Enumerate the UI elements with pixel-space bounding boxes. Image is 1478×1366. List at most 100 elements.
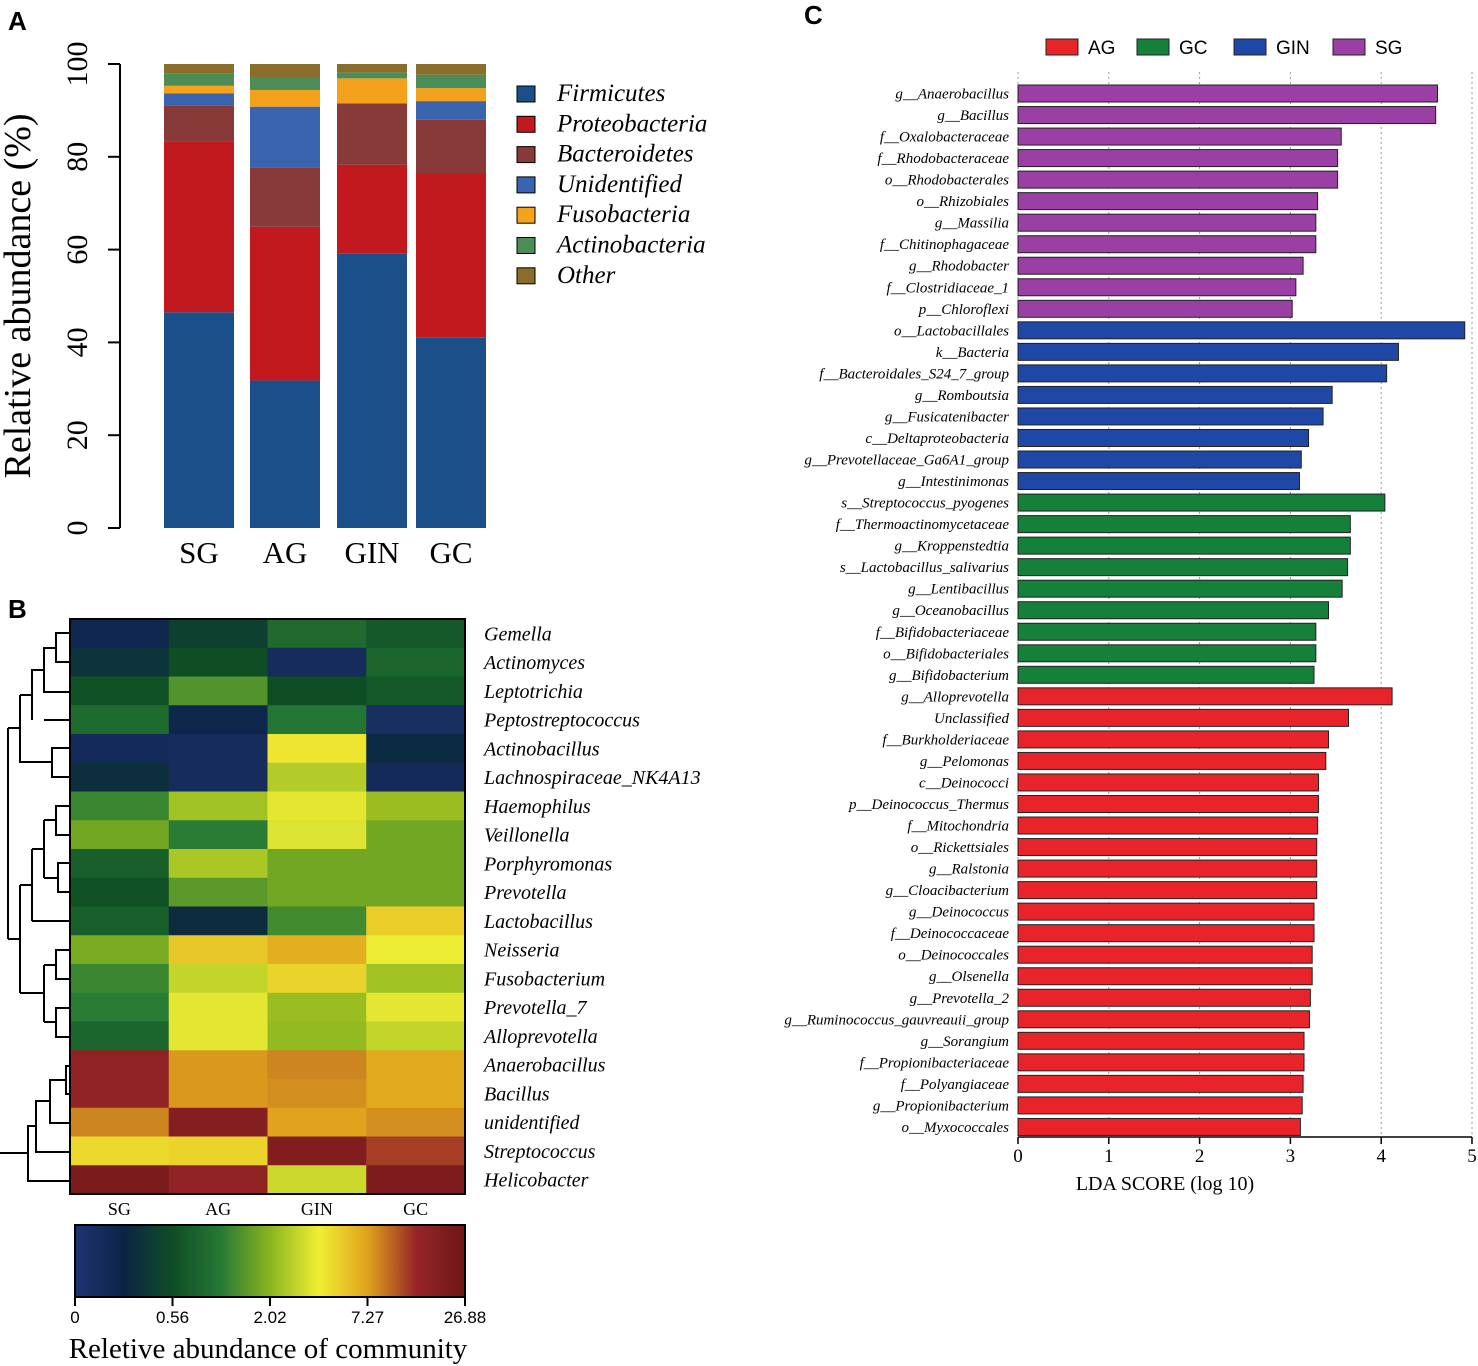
legend-swatch-sg [1332,38,1366,56]
lda-bar-p-deinococcus-thermus [1017,794,1320,813]
lda-bar-label: g__Propionibacterium [873,1098,1009,1114]
bar-segment-bacteroidetes-gc [416,119,486,174]
heatmap-row-label-fusobacterium: Fusobacterium [483,968,605,990]
lda-bar-o-bifidobacteriales [1017,644,1317,663]
heatmap-cell-actinomyces-ag [168,647,268,677]
lda-bar-label: g__Oceanobacillus [892,603,1009,619]
heatmap-cell-prevotella_7-sg [70,992,170,1022]
heatmap-cell-gemella-gin [267,619,367,649]
heatmap-cell-lachnospiraceae_nk4a13-sg [70,762,170,792]
colorbar-tick-label: 0 [70,1308,79,1327]
bar-segment-proteobacteria-gin [337,164,407,254]
heatmap-row-label-streptococcus: Streptococcus [484,1141,596,1163]
lda-bar-c-deinococci [1017,773,1320,792]
bar-segment-unidentified-sg [164,93,234,106]
heatmap-col-label-ag: AG [205,1199,231,1219]
lda-bar-label: g__Intestinimonas [898,474,1009,490]
lda-bar-g-cloacibacterium [1017,881,1318,900]
heatmap-cell-fusobacterium-gin [267,964,367,994]
colorbar-title: Reletive abundance of community [69,1333,468,1365]
heatmap-cell-prevotella_7-gc [366,992,466,1022]
lda-bar-f-bifidobacteriaceae [1017,622,1317,641]
lda-bar-g-sorangium [1017,1031,1305,1050]
bar-segment-actinobacteria-gc [416,74,486,89]
lda-bar-label: g__Deinococcus [909,905,1009,921]
panel-c-letter: C [804,0,823,30]
heatmap-cell-porphyromonas-ag [168,849,268,879]
lda-bar-s-streptococcus-pyogenes [1017,493,1386,512]
legend-label-proteobacteria: Proteobacteria [556,110,707,137]
heatmap-cell-peptostreptococcus-gc [366,705,466,735]
lda-bar-f-mitochondria [1017,816,1319,835]
heatmap-cell-alloprevotella-gin [267,1021,367,1051]
bar-segment-fusobacteria-gc [416,88,486,102]
bar-segment-firmicutes-gc [416,337,486,528]
legend-label-bacteroidetes: Bacteroidetes [557,141,694,168]
lda-bar-label: o__Rickettsiales [911,840,1009,856]
lda-bar-g-massilia [1017,213,1317,232]
heatmap-cell-veillonella-gin [267,820,367,850]
heatmap-cell-haemophilus-gc [366,791,466,821]
heatmap-row-label-prevotella: Prevotella [483,882,567,904]
lda-bar-label: g__Ruminococcus_gauvreauii_group [784,1012,1009,1028]
lda-bar-g-ralstonia [1017,859,1318,878]
lda-bar-label: c__Deltaproteobacteria [865,431,1009,447]
heatmap-cell-veillonella-ag [168,820,268,850]
lda-bar-label: o__Bifidobacteriales [883,646,1009,662]
lda-bar-g-romboutsia [1017,385,1333,404]
lda-bar-f-bacteroidales-s24-7-group [1017,364,1388,383]
heatmap-cell-lachnospiraceae_nk4a13-gin [267,762,367,792]
bar-segment-actinobacteria-ag [250,76,320,90]
lda-bar-label: s__Streptococcus_pyogenes [841,496,1009,512]
bar-segment-bacteroidetes-sg [164,105,234,142]
heatmap-cell-gemella-ag [168,619,268,649]
colorbar-tick-label: 7.27 [351,1308,384,1327]
heatmap-cell-haemophilus-gin [267,791,367,821]
panel-a-stacked-bar-chart: A Relative abundance (%) 0 20 40 60 80 100 SG… [0,6,707,570]
heatmap-cell-lachnospiraceae_nk4a13-gc [366,762,466,792]
lda-bar-k-bacteria [1017,342,1399,361]
bar-segment-unidentified-ag [250,106,320,168]
heatmap-cell-anaerobacillus-gin [267,1050,367,1080]
lda-bar-g-fusicatenibacter [1017,407,1324,426]
heatmap-cell-prevotella-gc [366,877,466,907]
lda-bar-label: f__Clostridiaceae_1 [887,280,1010,296]
lda-bar-label: f__Rhodobacteraceae [877,151,1009,167]
lda-bar-label: Unclassified [934,711,1009,727]
lda-bar-label: f__Deinococcaceae [891,926,1010,942]
lda-bar-f-burkholderiaceae [1017,730,1330,749]
lda-bar-s-lactobacillus-salivarius [1017,558,1349,577]
bar-segment-bacteroidetes-gin [337,103,407,165]
bar-segment-other-sg [164,64,234,74]
lda-bar-f-propionibacteriaceae [1017,1053,1305,1072]
heatmap-row-label-actinobacillus: Actinobacillus [482,738,600,760]
lda-bar-label: f__Mitochondria [907,819,1009,835]
lda-bar-label: p__Chloroflexi [918,302,1009,318]
lda-bar-f-clostridiaceae-1 [1017,278,1297,297]
lda-bar-label: f__Chitinophagaceae [880,237,1009,253]
bar-segment-proteobacteria-gc [416,173,486,338]
lda-bar-label: o__Myxococcales [902,1120,1010,1136]
lda-bar-unclassified [1017,708,1350,727]
heatmap-row-label-peptostreptococcus: Peptostreptococcus [483,710,640,732]
heatmap-row-label-actinomyces: Actinomyces [482,652,585,674]
colorbar-tick-label: 26.88 [444,1308,487,1327]
lda-bar-label: c__Deinococci [919,775,1009,791]
heatmap-row-label-lachnospiraceae_nk4a13: Lachnospiraceae_NK4A13 [483,767,701,789]
legend-swatch-proteobacteria [516,115,536,133]
bar-segment-actinobacteria-gin [337,72,407,79]
lda-bar-label: g__Prevotellaceae_Ga6A1_group [804,453,1009,469]
heatmap-cell-actinomyces-sg [70,647,170,677]
legend-swatch-unidentified [516,176,536,194]
heatmap-cell-anaerobacillus-sg [70,1050,170,1080]
heatmap-cell-helicobacter-gc [366,1165,466,1195]
legend-label-unidentified: Unidentified [557,171,682,198]
heatmap-cell-anaerobacillus-ag [168,1050,268,1080]
lda-bar-label: p__Deinococcus_Thermus [848,797,1009,813]
lda-bar-f-chitinophagaceae [1017,235,1317,254]
lda-bar-o-lactobacillales [1017,321,1466,340]
lda-bar-g-anaerobacillus [1017,84,1438,103]
bar-segment-proteobacteria-sg [164,141,234,313]
heatmap-cell-lactobacillus-gc [366,906,466,936]
